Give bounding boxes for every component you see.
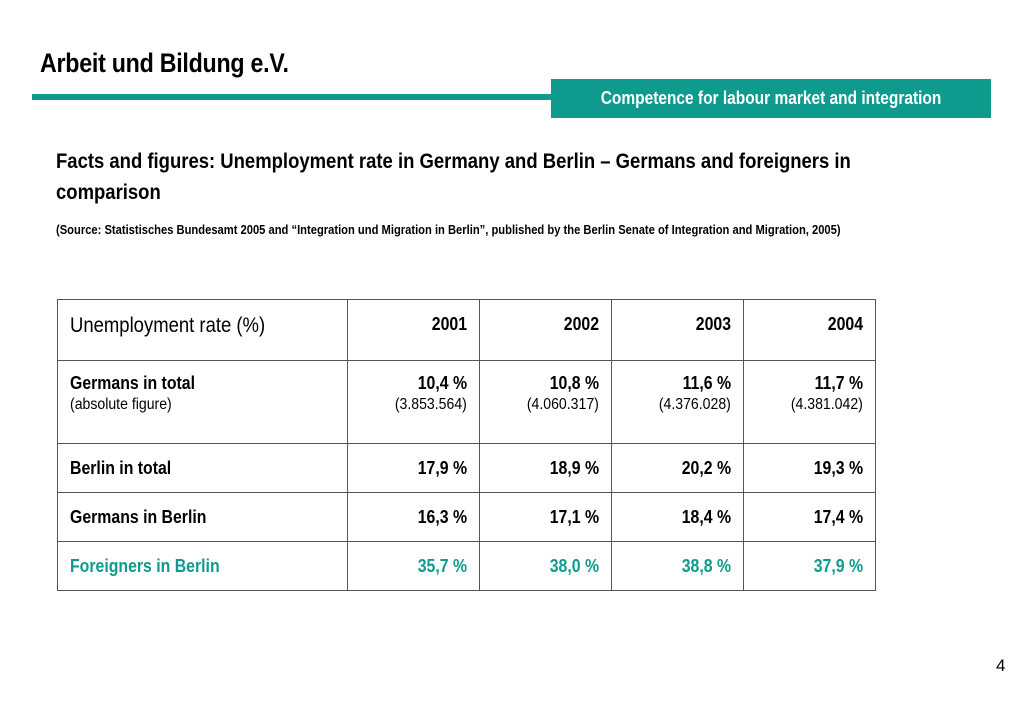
tagline-banner: Competence for labour market and integra… — [551, 79, 991, 118]
table-header-row: Unemployment rate (%) 2001 2002 2003 200… — [57, 299, 876, 361]
table-row: Germans in total (absolute figure) 10,4 … — [57, 360, 876, 444]
row-label: Berlin in total — [57, 443, 348, 493]
page-number: 4 — [996, 656, 1006, 675]
row-sublabel: (absolute figure) — [70, 396, 172, 413]
table-cell: 11,6 % (4.376.028) — [611, 360, 744, 444]
unemployment-table: Unemployment rate (%) 2001 2002 2003 200… — [57, 299, 876, 591]
table-cell: 19,3 % — [743, 443, 876, 493]
year-header: 2003 — [611, 299, 744, 361]
year-header: 2002 — [479, 299, 612, 361]
header-rule — [32, 94, 552, 100]
row-label: Foreigners in Berlin — [57, 541, 348, 591]
row-label: Germans in total (absolute figure) — [57, 360, 348, 444]
source-note: (Source: Statistisches Bundesamt 2005 an… — [56, 222, 841, 237]
organization-title: Arbeit und Bildung e.V. — [40, 48, 289, 78]
slide-heading: Facts and figures: Unemployment rate in … — [56, 150, 851, 204]
table-cell: 11,7 % (4.381.042) — [743, 360, 876, 444]
table-cell: 18,4 % — [611, 492, 744, 542]
table-row: Berlin in total 17,9 % 18,9 % 20,2 % 19,… — [57, 443, 876, 493]
table-row: Foreigners in Berlin 35,7 % 38,0 % 38,8 … — [57, 541, 876, 591]
table-cell: 38,8 % — [611, 541, 744, 591]
table-cell: 18,9 % — [479, 443, 612, 493]
table-cell: 35,7 % — [347, 541, 480, 591]
table-cell: 10,8 % (4.060.317) — [479, 360, 612, 444]
year-header: 2004 — [743, 299, 876, 361]
table-cell: 37,9 % — [743, 541, 876, 591]
table-cell: 16,3 % — [347, 492, 480, 542]
tagline-text: Competence for labour market and integra… — [600, 88, 942, 108]
table-cell: 10,4 % (3.853.564) — [347, 360, 480, 444]
table-cell: 17,1 % — [479, 492, 612, 542]
table-row: Germans in Berlin 16,3 % 17,1 % 18,4 % 1… — [57, 492, 876, 542]
table-cell: 38,0 % — [479, 541, 612, 591]
year-header: 2001 — [347, 299, 480, 361]
table-corner-header: Unemployment rate (%) — [57, 299, 348, 361]
table-cell: 17,4 % — [743, 492, 876, 542]
table-cell: 17,9 % — [347, 443, 480, 493]
row-label: Germans in Berlin — [57, 492, 348, 542]
table-cell: 20,2 % — [611, 443, 744, 493]
